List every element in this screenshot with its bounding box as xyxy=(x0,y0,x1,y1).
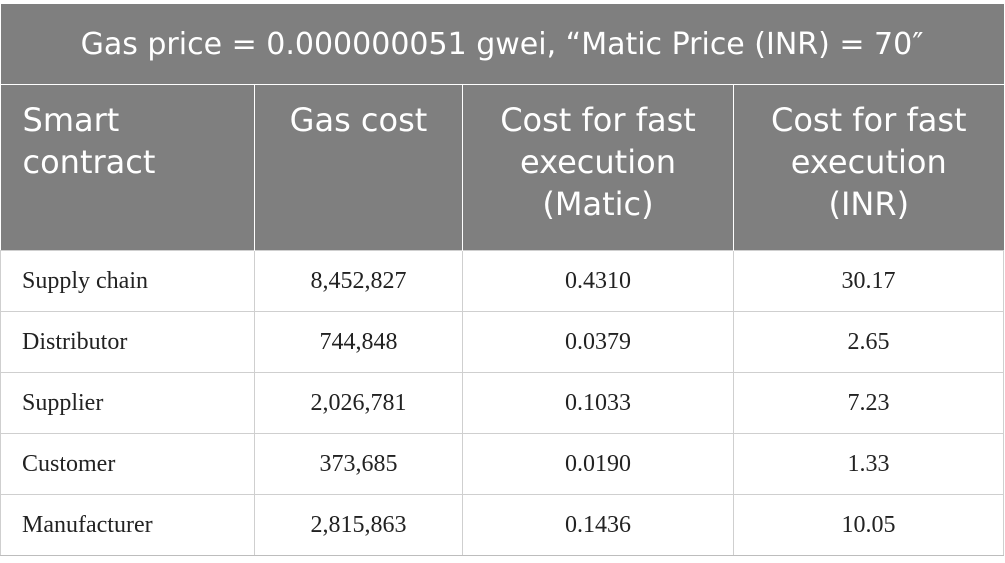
header-gas-cost-line-1: Gas cost xyxy=(289,101,428,139)
cell-contract: Supplier xyxy=(0,372,255,434)
header-smart-contract: Smart contract xyxy=(0,84,255,251)
header-cost-inr-line-2: execution xyxy=(790,143,947,181)
cell-cost-matic: 0.4310 xyxy=(462,250,734,312)
cell-gas-cost: 8,452,827 xyxy=(254,250,463,312)
cell-cost-matic: 0.1436 xyxy=(462,494,734,556)
cell-cost-inr: 2.65 xyxy=(732,311,1005,373)
cell-gas-cost: 2,026,781 xyxy=(254,372,463,434)
table-row: Customer 373,685 0.0190 1.33 xyxy=(0,433,1005,495)
gas-cost-table: Gas price = 0.000000051 gwei, “Matic Pri… xyxy=(0,4,1005,556)
cell-cost-inr: 1.33 xyxy=(732,433,1005,495)
table-row: Manufacturer 2,815,863 0.1436 10.05 xyxy=(0,494,1005,556)
header-cost-inr-line-1: Cost for fast xyxy=(770,101,967,139)
header-cost-inr: Cost for fast execution (INR) xyxy=(732,84,1004,251)
table-row: Distributor 744,848 0.0379 2.65 xyxy=(0,311,1005,373)
cell-contract: Distributor xyxy=(0,311,255,373)
cell-cost-inr: 30.17 xyxy=(732,250,1005,312)
cell-contract: Manufacturer xyxy=(0,494,255,556)
cell-gas-cost: 744,848 xyxy=(254,311,463,373)
header-smart-contract-line-1: Smart xyxy=(22,101,120,139)
header-cost-matic-line-2: execution xyxy=(520,143,676,181)
cell-gas-cost: 373,685 xyxy=(254,433,463,495)
table-row: Supply chain 8,452,827 0.4310 30.17 xyxy=(0,250,1005,312)
header-gas-cost: Gas cost xyxy=(254,84,463,251)
header-cost-matic-line-3: (Matic) xyxy=(542,185,654,223)
cell-cost-matic: 0.0190 xyxy=(462,433,734,495)
cell-gas-cost: 2,815,863 xyxy=(254,494,463,556)
header-cost-matic: Cost for fast execution (Matic) xyxy=(462,84,734,251)
cell-cost-inr: 7.23 xyxy=(732,372,1005,434)
table-title: Gas price = 0.000000051 gwei, “Matic Pri… xyxy=(0,4,1004,85)
cell-cost-matic: 0.1033 xyxy=(462,372,734,434)
gas-cost-table-container: Gas price = 0.000000051 gwei, “Matic Pri… xyxy=(0,4,1005,556)
cell-contract: Supply chain xyxy=(0,250,255,312)
table-row: Supplier 2,026,781 0.1033 7.23 xyxy=(0,372,1005,434)
title-row: Gas price = 0.000000051 gwei, “Matic Pri… xyxy=(0,4,1004,85)
cell-cost-inr: 10.05 xyxy=(732,494,1005,556)
cell-cost-matic: 0.0379 xyxy=(462,311,734,373)
header-smart-contract-line-2: contract xyxy=(22,143,156,181)
header-row: Smart contract Gas cost Cost for fast ex… xyxy=(0,84,1004,251)
header-cost-matic-line-1: Cost for fast xyxy=(500,101,696,139)
cell-contract: Customer xyxy=(0,433,255,495)
header-cost-inr-line-3: (INR) xyxy=(828,185,910,223)
